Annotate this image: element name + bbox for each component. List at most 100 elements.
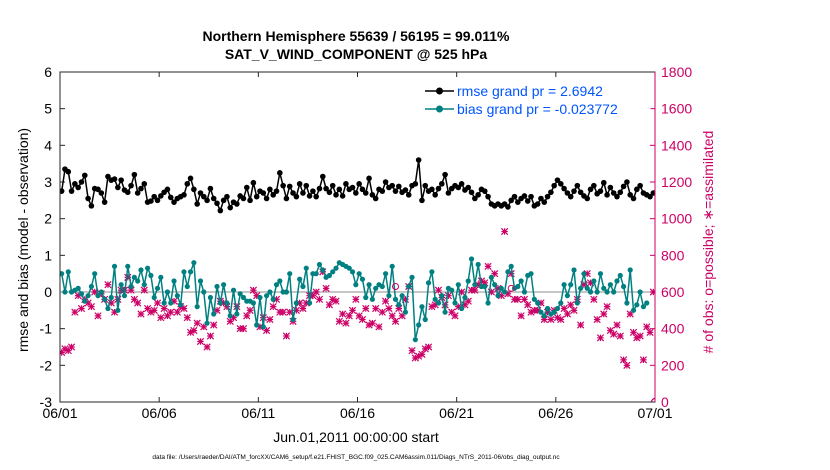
bias-point: [607, 282, 613, 288]
rmse-point: [306, 193, 313, 199]
obs-possible-point: [392, 283, 400, 290]
bias-point: [158, 274, 164, 280]
bias-point: [171, 278, 177, 284]
obs-point: [190, 326, 198, 335]
bias-point: [78, 291, 85, 297]
bias-point: [168, 300, 174, 306]
bias-point: [640, 304, 647, 310]
obs-point: [424, 343, 433, 351]
obs-point: [567, 301, 575, 309]
bias-point: [604, 289, 610, 295]
rmse-point: [402, 187, 409, 193]
rmse-point: [290, 190, 296, 196]
bias-point: [257, 294, 263, 301]
obs-point: [613, 321, 621, 329]
bias-point: [181, 269, 187, 275]
bias-point: [191, 260, 197, 266]
rmse-point: [293, 193, 300, 200]
y-right-tick-label: 1200: [661, 174, 692, 190]
obs-point: [639, 356, 648, 364]
obs-point: [157, 314, 165, 322]
bias-point: [459, 305, 465, 312]
bias-point: [234, 311, 240, 317]
rmse-point: [627, 192, 634, 198]
obs-point: [520, 295, 529, 303]
bias-point: [611, 289, 617, 295]
bias-point: [333, 265, 339, 271]
bias-point: [237, 291, 243, 297]
chart-title-line1: Northern Hemisphere 55639 / 56195 = 99.0…: [202, 28, 510, 44]
bias-point: [425, 280, 432, 286]
bias-point: [297, 276, 303, 282]
bias-point: [561, 282, 567, 288]
bias-point: [164, 289, 171, 295]
bias-point: [115, 307, 121, 313]
obs-point: [160, 304, 168, 313]
bias-point: [472, 282, 478, 288]
rmse-point: [359, 186, 366, 193]
obs-point: [259, 314, 267, 322]
rmse-point: [442, 171, 448, 178]
y-right-tick-label: 1000: [661, 211, 692, 227]
rmse-point: [438, 181, 445, 187]
bias-point: [125, 263, 131, 269]
bias-point: [429, 269, 435, 275]
obs-point: [646, 328, 654, 336]
rmse-point: [362, 190, 369, 196]
bias-point: [614, 278, 620, 284]
bias-point: [184, 283, 190, 290]
rmse-point: [78, 179, 85, 185]
obs-point: [239, 325, 248, 333]
obs-point: [348, 306, 357, 314]
obs-point: [471, 286, 479, 294]
rmse-point: [485, 193, 491, 200]
x-tick-label: 06/21: [439, 405, 474, 421]
obs-point: [77, 304, 86, 313]
rmse-point: [214, 200, 220, 207]
bias-point: [455, 282, 461, 288]
bias-point: [535, 300, 541, 306]
bias-point: [366, 282, 372, 288]
bias-point: [617, 272, 623, 279]
rmse-point: [316, 185, 323, 192]
rmse-point: [561, 185, 567, 192]
rmse-point: [200, 193, 207, 200]
rmse-point: [134, 190, 141, 196]
rmse-point: [567, 193, 574, 200]
obs-point: [180, 304, 188, 313]
obs-point: [408, 347, 416, 355]
obs-point: [623, 361, 631, 369]
special-obs-markers: [392, 283, 655, 402]
rmse-point: [184, 181, 191, 187]
rmse-point: [435, 185, 442, 192]
obs-point: [236, 325, 244, 333]
bias-point: [105, 305, 111, 312]
rmse-point: [392, 188, 399, 194]
bias-point: [363, 294, 369, 301]
bias-point: [584, 285, 590, 291]
obs-point: [385, 304, 393, 313]
bias-point: [591, 278, 597, 284]
obs-point: [246, 306, 254, 314]
rmse-point: [366, 175, 372, 182]
rmse-point: [617, 189, 624, 196]
obs-point: [398, 312, 406, 320]
bias-point: [465, 278, 471, 284]
rmse-point: [577, 189, 584, 196]
bias-point: [597, 271, 604, 277]
rmse-point: [131, 171, 138, 178]
bias-point: [224, 300, 230, 306]
obs-point: [600, 310, 608, 318]
obs-point: [378, 308, 386, 316]
rmse-point: [515, 199, 521, 205]
obs-point: [193, 319, 201, 327]
bias-point: [260, 324, 266, 330]
rmse-point: [260, 190, 267, 196]
obs-point: [282, 332, 291, 340]
rmse-point: [465, 184, 472, 191]
obs-point: [127, 286, 135, 294]
obs-point: [570, 306, 578, 314]
obs-point: [451, 312, 459, 320]
y-left-tick-label: -3: [40, 394, 53, 410]
bias-point: [379, 283, 385, 290]
